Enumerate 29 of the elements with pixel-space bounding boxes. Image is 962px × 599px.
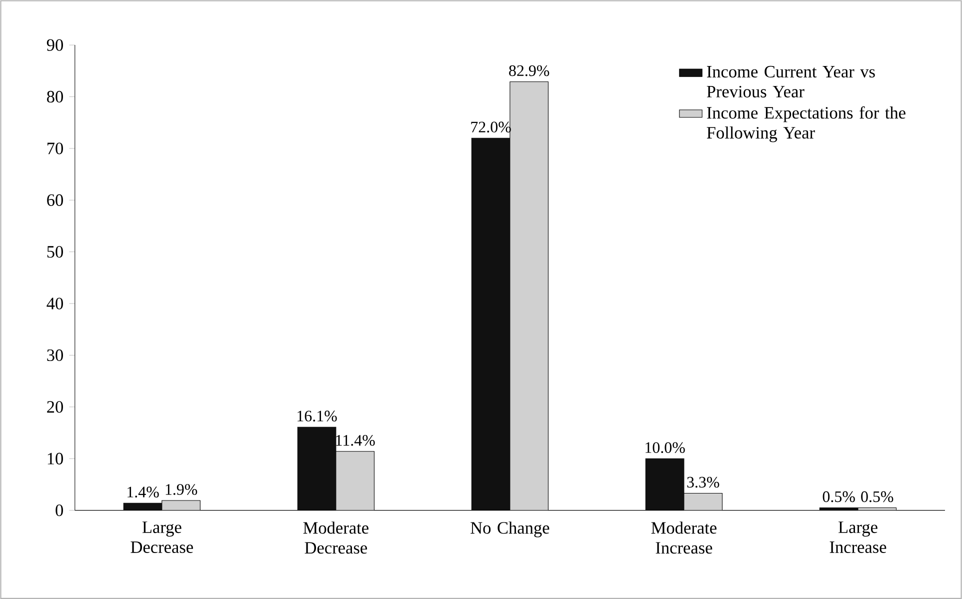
y-tick-label: 30 (47, 349, 63, 361)
x-tick-label: No Change (470, 521, 550, 538)
y-tick-label: 20 (47, 400, 63, 413)
x-tick-label: Moderate Decrease (303, 521, 368, 554)
x-tick-label: Large Increase (830, 521, 886, 553)
x-tick-label: Moderate Increase (651, 521, 716, 554)
data-label: 0.5% (822, 491, 855, 502)
y-tick-label: 70 (48, 142, 63, 154)
y-tick-label: 50 (47, 246, 63, 258)
data-label: 1.9% (166, 484, 198, 495)
legend-label: Income Expectations for the Following Year (706, 106, 906, 142)
data-label: 82.9% (509, 65, 550, 76)
y-tick-label: 40 (46, 298, 63, 310)
y-tick-label: 0 (56, 504, 63, 516)
data-label: 1.4% (128, 486, 159, 498)
bar (646, 458, 684, 510)
data-label: 0.5% (861, 491, 894, 502)
bar (472, 138, 510, 510)
x-tick-label: Large Decrease (130, 521, 193, 553)
legend-label: Income Current Year vs Previous Year (706, 66, 875, 98)
y-tick-label: 60 (47, 194, 63, 206)
y-tick-label: 90 (46, 39, 63, 51)
y-tick-label: 10 (48, 452, 63, 464)
data-label: 3.3% (687, 476, 720, 488)
y-tick-label: 80 (47, 90, 63, 102)
data-label: 11.4% (336, 434, 375, 446)
bar (298, 426, 336, 510)
data-label: 16.1% (298, 410, 337, 422)
data-label: 10.0% (646, 442, 685, 453)
